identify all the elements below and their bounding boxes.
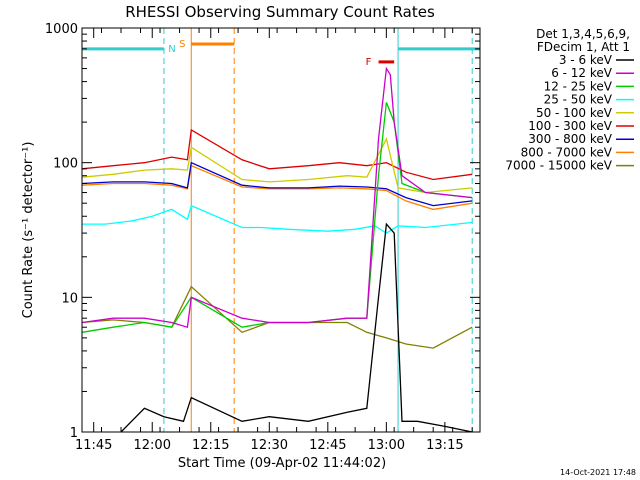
y-tick-label-3: 100 [53,157,78,172]
chart-title: RHESSI Observing Summary Count Rates [125,3,435,21]
legend-entry-label-9: 7000 - 15000 keV [505,159,612,173]
x-tick-label-1: 11:45 [75,438,112,453]
legend-header-line-1: Det 1,3,4,5,6,9, [536,27,630,41]
plot-area: N S F [81,28,480,433]
legend-entry-label-6: 100 - 300 keV [528,119,612,133]
legend-entry-label-7: 300 - 800 keV [528,132,612,146]
legend-entry-label-5: 50 - 100 keV [536,106,613,120]
x-tick-label-5: 12:45 [309,438,346,453]
legend-entry-label-3: 12 - 25 keV [544,79,613,93]
flag-label-n: N [168,44,175,55]
y-tick-label-4: 1000 [45,22,78,37]
series-line-800-7000-kev [81,164,473,211]
y-tick-label-1: 1 [70,426,78,441]
legend-entry-label-2: 6 - 12 keV [551,66,613,80]
x-tick-label-7: 13:15 [426,438,463,453]
series-line-6-12-kev [81,66,473,329]
y-axis-label: Count Rate (s⁻¹ detector⁻¹) [21,142,36,319]
legend-entry-label-1: 3 - 6 keV [559,53,613,67]
series-line-25-50-kev [82,204,473,234]
series-line-100-300-kev [81,128,473,181]
series-line-50-100-kev [81,137,473,194]
series-line-3-6-kev [120,222,473,433]
x-tick-label-3: 12:15 [192,438,229,453]
footer-date: 14-Oct-2021 17:48 [560,468,636,477]
legend-entry-label-8: 800 - 7000 keV [521,145,613,159]
legend-entry-label-4: 25 - 50 keV [544,93,613,107]
x-tick-label-4: 12:30 [251,438,288,453]
flag-label-s: S [179,39,185,50]
legend-header-line-2: FDecim 1, Att 1 [537,40,630,54]
flag-label-f: F [366,57,372,68]
axes: 1 10 100 1000 11:45 12:00 12:15 12:30 12:45 13:00… [45,22,480,453]
x-tick-label-6: 13:00 [368,438,405,453]
y-tick-label-2: 10 [61,291,78,306]
plot-frame [81,27,481,433]
x-tick-label-2: 12:00 [134,438,171,453]
x-axis-label: Start Time (09-Apr-02 11:44:02) [178,456,386,471]
legend: Det 1,3,4,5,6,9, FDecim 1, Att 1 3 - 6 k… [505,27,634,173]
series-line-300-800-kev [81,161,473,207]
